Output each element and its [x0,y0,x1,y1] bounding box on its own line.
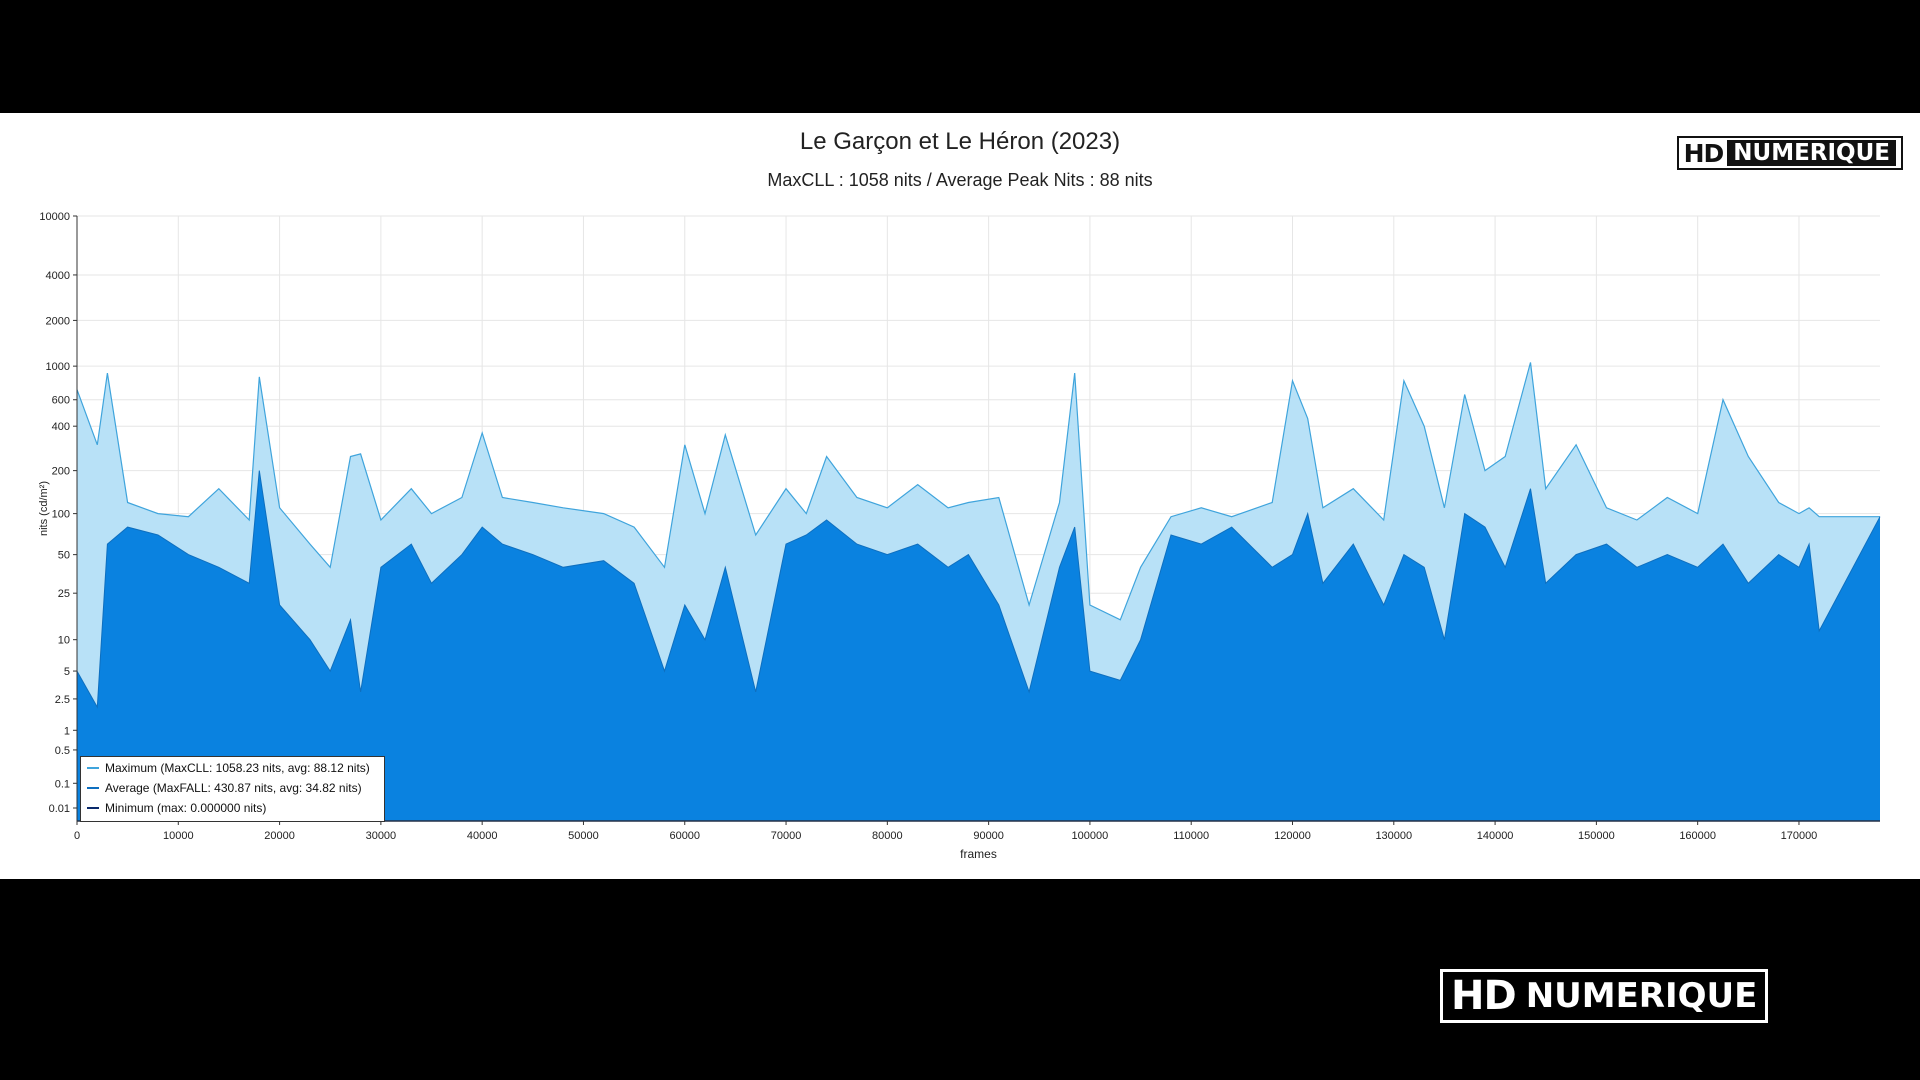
average-series-line [76,470,1881,709]
y-tick-label: 0.5 [55,745,70,757]
logo-hd-text: HD [1683,138,1725,168]
y-tick-label: 50 [58,550,70,562]
chart-subtitle: MaxCLL : 1058 nits / Average Peak Nits :… [767,170,1153,190]
legend-item-minimum: Minimum (max: 0.000000 nits) [87,800,266,816]
chart-panel: 0.01 0.1 0.5 1 2.5 5 10 25 50 100 200 400 600 1000 200… [0,113,1920,879]
x-tick-label: 160000 [1679,830,1716,842]
y-tick-label: 600 [52,395,70,407]
x-tick-label: 130000 [1375,830,1412,842]
y-axis-label: nits (cd/m²) [38,481,50,536]
hd-numerique-logo: HD NUMERIQUE [1676,136,1903,170]
y-tick-label: 0.1 [55,778,70,790]
y-tick-label: 400 [52,421,70,433]
x-tick-label: 100000 [1072,830,1109,842]
y-tick-label: 1000 [46,361,70,373]
legend-item-average: Average (MaxFALL: 430.87 nits, avg: 34.8… [87,780,362,796]
maximum-series-line [76,362,1880,621]
legend-swatch-average [87,787,99,789]
y-tick-label: 5 [64,666,70,678]
y-tick-label: 0.01 [49,803,70,815]
x-tick-label: 140000 [1477,830,1514,842]
x-tick-label: 50000 [568,830,599,842]
y-tick-label: 100 [52,509,70,521]
legend-label-minimum: Minimum (max: 0.000000 nits) [105,801,267,815]
legend-label-maximum: Maximum (MaxCLL: 1058.23 nits, avg: 88.1… [105,761,370,775]
x-tick-label: 110000 [1173,830,1209,842]
logo-numerique-text: NUMERIQUE [1727,140,1896,166]
x-tick-label: 0 [74,830,80,842]
y-tick-label: 10 [58,635,70,647]
x-axis-label: frames [960,847,997,861]
legend-swatch-minimum [87,807,99,809]
x-tick-label: 70000 [771,830,802,842]
chart-title: Le Garçon et Le Héron (2023) [799,128,1121,155]
y-tick-label: 2.5 [55,694,70,706]
average-series-area [77,470,1880,821]
x-tick-label: 60000 [669,830,700,842]
x-tick-label: 80000 [872,830,903,842]
y-tick-label: 200 [52,466,70,478]
y-tick-label: 2000 [46,315,70,327]
legend-label-average: Average (MaxFALL: 430.87 nits, avg: 34.8… [105,781,362,795]
hd-numerique-watermark-logo: HD NUMERIQUE [1440,969,1769,1023]
y-tick-label: 4000 [46,270,70,282]
y-tick-label: 10000 [39,211,70,223]
x-tick-label: 40000 [467,830,498,842]
legend-item-maximum: Maximum (MaxCLL: 1058.23 nits, avg: 88.1… [87,760,370,776]
x-tick-label: 30000 [366,830,397,842]
chart-legend: Maximum (MaxCLL: 1058.23 nits, avg: 88.1… [80,756,385,822]
chart-plot: 0.01 0.1 0.5 1 2.5 5 10 25 50 100 200 400 600 1000 200… [38,211,1881,861]
x-tick-label: 170000 [1781,830,1818,842]
watermark-numerique-text: NUMERIQUE [1525,976,1758,1016]
x-tick-label: 150000 [1578,830,1615,842]
y-tick-label: 25 [58,588,70,600]
watermark-hd-text: HD [1451,973,1517,1019]
x-tick-label: 90000 [973,830,1004,842]
y-tick-label: 1 [64,725,70,737]
x-tick-label: 120000 [1274,830,1311,842]
x-tick-label: 20000 [264,830,295,842]
x-tick-label: 10000 [163,830,194,842]
legend-swatch-maximum [87,767,99,769]
